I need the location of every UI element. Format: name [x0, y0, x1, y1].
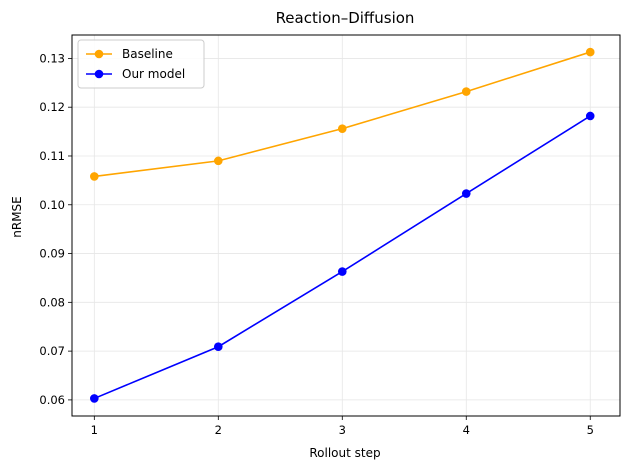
grid [72, 35, 620, 416]
chart-title: Reaction–Diffusion [276, 9, 415, 27]
y-tick-label: 0.09 [39, 247, 65, 261]
legend-marker [94, 49, 104, 59]
legend-item: Baseline [86, 47, 173, 61]
x-tick-label: 3 [339, 423, 346, 437]
data-point [90, 394, 99, 403]
legend-box [77, 39, 205, 89]
legend-marker [94, 69, 104, 79]
y-tick-label: 0.12 [39, 100, 65, 114]
y-tick-label: 0.13 [39, 51, 65, 65]
y-tick-label: 0.06 [39, 393, 65, 407]
data-point [585, 47, 595, 57]
axes: 1 2 3 4 5 0.06 0.07 0.08 0.09 0.10 0.11 0.12 0.13 [39, 34, 621, 437]
y-axis-label: nRMSE [10, 196, 24, 238]
y-tick-label: 0.08 [39, 295, 65, 309]
series-1 [90, 47, 595, 181]
data-point [213, 342, 223, 352]
data-point [213, 156, 223, 166]
data-point [90, 172, 99, 181]
data-point [337, 124, 347, 133]
y-tick-label: 0.10 [39, 198, 65, 212]
x-tick-label: 4 [463, 423, 470, 437]
data-point [461, 189, 471, 198]
data-point [337, 267, 347, 276]
x-tick-label: 1 [91, 423, 98, 437]
x-tick-label: 2 [215, 423, 222, 437]
series-2 [90, 111, 595, 403]
y-tick-label: 0.07 [39, 344, 65, 358]
data-point [461, 87, 471, 96]
legend: Baseline Our model [77, 39, 205, 89]
x-axis-label: Rollout step [309, 446, 380, 460]
plot-frame [71, 34, 621, 417]
legend-label: Our model [122, 67, 185, 81]
data-point [585, 111, 595, 121]
y-tick-label: 0.11 [39, 149, 65, 163]
legend-label: Baseline [122, 47, 173, 61]
legend-item: Our model [86, 67, 185, 81]
series [90, 47, 595, 403]
x-tick-label: 5 [587, 423, 594, 437]
